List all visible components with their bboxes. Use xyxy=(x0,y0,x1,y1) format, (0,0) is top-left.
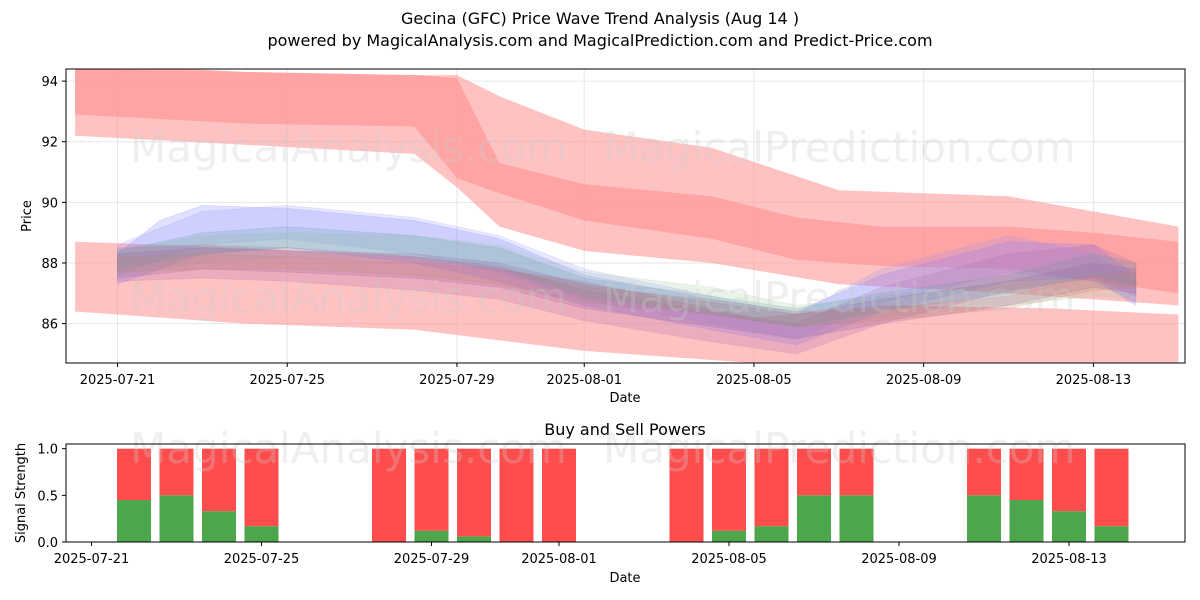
price-y-ticks: 86 88 90 92 94 xyxy=(41,75,66,333)
sell-bar xyxy=(202,448,236,512)
signal-x-tick-label: 2025-08-09 xyxy=(861,552,937,567)
buy-bar xyxy=(457,536,491,542)
price-wave-4 xyxy=(117,244,1137,355)
signal-bars xyxy=(117,448,1129,542)
buy-bar xyxy=(839,495,874,542)
sell-bar xyxy=(839,448,874,496)
signal-x-tick-label: 2025-07-25 xyxy=(224,552,300,567)
signal-x-axis-label: Date xyxy=(609,571,640,586)
buy-bar xyxy=(1052,511,1086,542)
price-wave-3 xyxy=(117,232,1137,328)
signal-x-tick-label: 2025-08-13 xyxy=(1031,552,1107,567)
price-waves xyxy=(117,204,1137,355)
price-wave-2 xyxy=(117,204,1137,340)
signal-y-tick-label: 0.0 xyxy=(37,536,58,551)
chart-title: Gecina (GFC) Price Wave Trend Analysis (… xyxy=(400,9,800,28)
price-wave-7 xyxy=(117,253,1137,328)
price-x-tick-label: 2025-07-29 xyxy=(419,373,495,388)
price-x-ticks: 2025-07-21 2025-07-25 2025-07-29 2025-08-01… xyxy=(80,363,1131,388)
price-x-tick-label: 2025-08-13 xyxy=(1056,373,1132,388)
sell-bar xyxy=(244,448,279,527)
buy-bar xyxy=(202,511,236,542)
price-x-tick-label: 2025-08-01 xyxy=(546,373,622,388)
sell-bar xyxy=(967,448,1001,496)
price-x-tick-label: 2025-07-25 xyxy=(249,373,325,388)
sell-bar xyxy=(1052,448,1086,512)
price-y-axis-label: Price xyxy=(20,200,35,232)
price-y-tick-label: 92 xyxy=(41,136,58,151)
watermark-analysis-mid: MagicalAnalysis.com xyxy=(130,273,567,322)
price-x-tick-label: 2025-07-21 xyxy=(80,373,156,388)
price-wave-1 xyxy=(117,204,1137,346)
signal-y-ticks: 0.0 0.5 1.0 xyxy=(37,443,66,551)
sell-bar xyxy=(797,448,831,496)
price-wave-5 xyxy=(117,247,1137,340)
price-x-tick-label: 2025-08-05 xyxy=(716,373,792,388)
price-plot-frame xyxy=(65,68,1186,364)
signal-x-tick-label: 2025-08-05 xyxy=(691,552,767,567)
price-bands xyxy=(75,69,1179,363)
sell-bar xyxy=(754,448,789,527)
sell-bar xyxy=(372,448,406,542)
price-x-axis-label: Date xyxy=(609,391,640,406)
watermark-prediction-top: MagicalPrediction.com xyxy=(603,123,1076,172)
signal-x-tick-label: 2025-07-21 xyxy=(54,552,130,567)
buy-bar xyxy=(1094,526,1129,542)
buy-bar xyxy=(1009,500,1044,542)
sell-bar xyxy=(542,448,576,542)
buy-bar xyxy=(967,495,1001,542)
price-y-tick-label: 94 xyxy=(41,75,58,90)
signal-plot-frame xyxy=(65,443,1186,543)
sell-bar xyxy=(414,448,449,531)
buy-bar xyxy=(117,500,151,542)
signal-panel: Buy and Sell Powers MagicalAnalysis.com … xyxy=(14,420,1186,586)
buy-bar xyxy=(414,530,449,542)
watermark-analysis-top: MagicalAnalysis.com xyxy=(130,123,567,172)
buy-bar xyxy=(797,495,831,542)
sell-bar xyxy=(159,448,194,496)
sell-bar xyxy=(117,448,151,500)
buy-bar xyxy=(244,526,279,542)
signal-y-tick-label: 0.5 xyxy=(37,489,58,504)
signal-x-tick-label: 2025-08-01 xyxy=(521,552,597,567)
price-x-tick-label: 2025-08-09 xyxy=(886,373,962,388)
price-y-tick-label: 86 xyxy=(41,318,58,333)
signal-x-tick-label: 2025-07-29 xyxy=(394,552,470,567)
price-y-tick-label: 90 xyxy=(41,196,58,211)
signal-y-tick-label: 1.0 xyxy=(37,443,58,458)
chart-subtitle: powered by MagicalAnalysis.com and Magic… xyxy=(267,31,933,50)
sell-bar xyxy=(669,448,704,542)
sell-bar xyxy=(499,448,534,542)
sell-bar xyxy=(457,448,491,537)
price-panel: MagicalAnalysis.com MagicalPrediction.co… xyxy=(20,68,1186,406)
forecast-band-2 xyxy=(75,69,1179,306)
price-wave-6 xyxy=(117,226,1137,328)
watermark-prediction-bottom: MagicalPrediction.com xyxy=(603,424,1076,473)
sell-bar xyxy=(1094,448,1129,527)
sell-bar xyxy=(1009,448,1044,500)
watermark-prediction-mid: MagicalPrediction.com xyxy=(603,273,1076,322)
watermark-analysis-bottom: MagicalAnalysis.com xyxy=(130,424,567,473)
price-y-tick-label: 88 xyxy=(41,257,58,272)
forecast-band-3 xyxy=(75,241,1179,363)
sell-bar xyxy=(712,448,746,531)
title-block: Gecina (GFC) Price Wave Trend Analysis (… xyxy=(0,8,1200,52)
signal-panel-title: Buy and Sell Powers xyxy=(544,420,706,439)
signal-x-ticks: 2025-07-21 2025-07-25 2025-07-29 2025-08-01… xyxy=(54,542,1107,567)
buy-bar xyxy=(754,526,789,542)
buy-bar xyxy=(712,530,746,542)
signal-y-axis-label: Signal Strength xyxy=(14,443,29,543)
buy-bar xyxy=(159,495,194,542)
